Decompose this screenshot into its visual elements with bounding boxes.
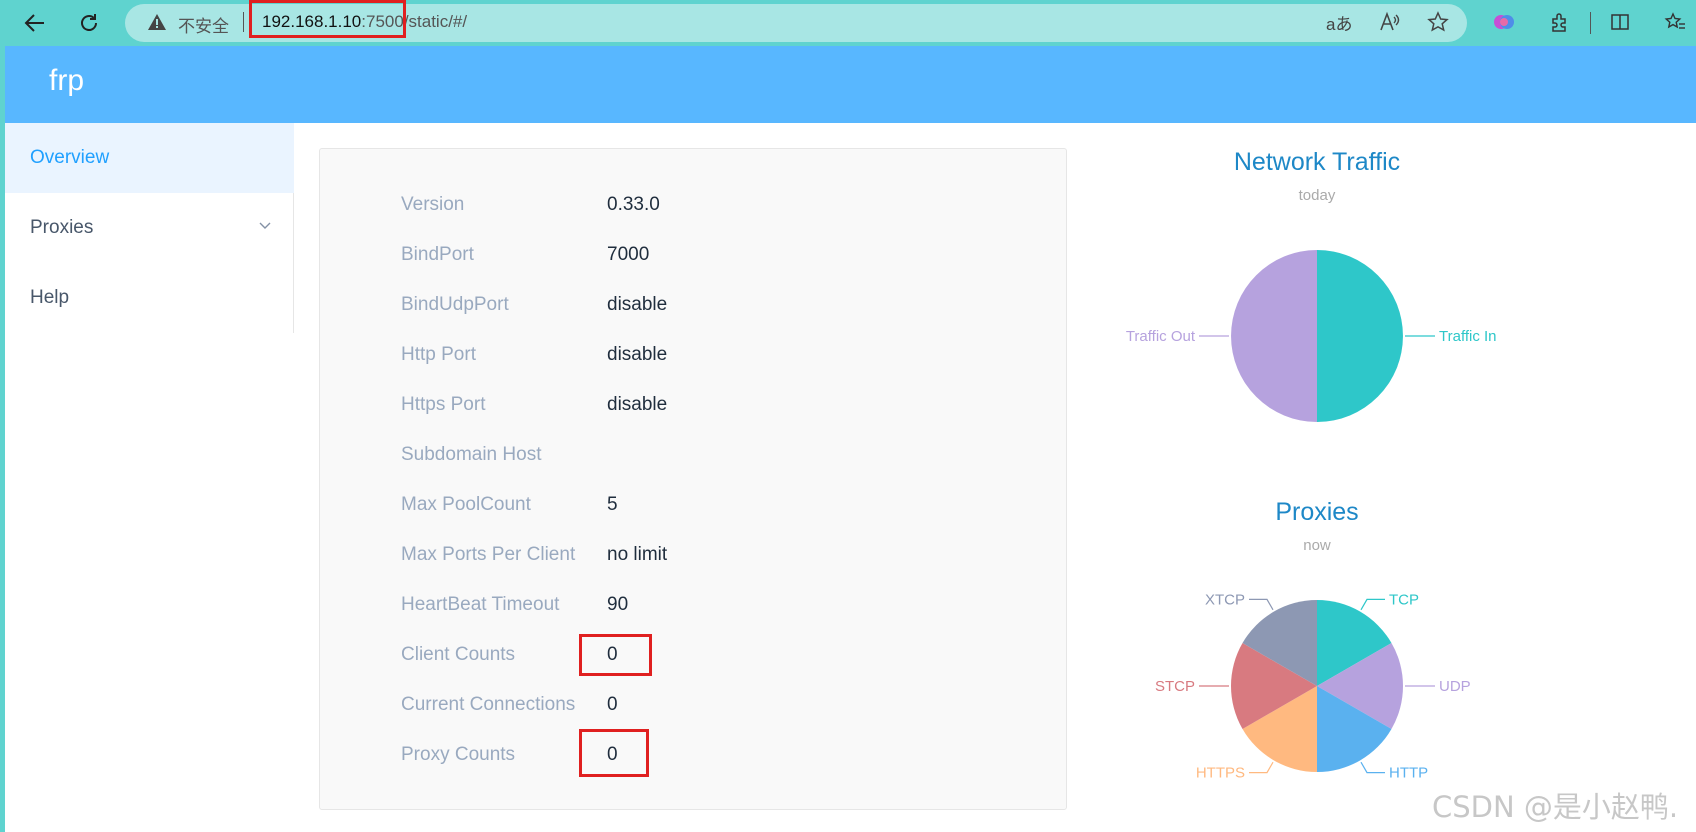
address-divider (243, 12, 244, 32)
info-row-current-connections: Current Connections 0 (320, 694, 1068, 724)
info-label: Current Connections (401, 694, 576, 715)
info-label: Max PoolCount (401, 494, 531, 515)
url-port: :7500 (361, 12, 404, 31)
info-row-client-counts: Client Counts 0 (320, 644, 1068, 674)
warning-icon[interactable] (147, 12, 167, 37)
proxies-chart-title: Proxies (1275, 498, 1359, 526)
sidebar-item-label: Help (30, 287, 70, 308)
favorites-list-icon[interactable] (1662, 9, 1688, 35)
browser-toolbar: 不安全 192.168.1.10:7500/static/#/ aあ (0, 0, 1696, 46)
info-row-http-port: Http Port disable (320, 344, 1068, 374)
pie-label: UDP (1439, 678, 1471, 695)
reload-button[interactable] (72, 6, 106, 40)
sidebar-item-help[interactable]: Help (5, 263, 294, 333)
pie-label: HTTPS (1196, 765, 1245, 782)
info-label: Https Port (401, 394, 486, 415)
app-header: frp (5, 46, 1696, 123)
pie-slice-http[interactable] (1317, 686, 1392, 772)
info-row-subdomain-host: Subdomain Host (320, 444, 1068, 474)
info-label: Max Ports Per Client (401, 544, 576, 565)
pie-label-line (1249, 761, 1274, 774)
sidebar-item-label: Overview (30, 147, 110, 168)
info-row-https-port: Https Port disable (320, 394, 1068, 424)
read-aloud-icon[interactable] (1376, 9, 1402, 35)
info-value: 90 (607, 594, 629, 615)
pie-label: Traffic Out (1126, 328, 1196, 345)
traffic-chart-title: Network Traffic (1233, 148, 1401, 176)
server-info-card: Version 0.33.0 BindPort 7000 BindUdpPort… (319, 148, 1067, 810)
pie-slice-stcp[interactable] (1231, 643, 1317, 729)
network-traffic-pie-chart: Traffic In Traffic Out (1126, 250, 1497, 422)
traffic-chart-subtitle: today (1298, 187, 1336, 204)
info-label: BindPort (401, 244, 474, 265)
pie-label: HTTP (1389, 765, 1428, 782)
extensions-icon[interactable] (1547, 9, 1573, 35)
info-value: 7000 (607, 244, 650, 265)
url-host: 192.168.1.10 (262, 12, 362, 31)
pie-slice-traffic-out[interactable] (1231, 250, 1317, 422)
info-label: Subdomain Host (401, 444, 542, 465)
translate-icon[interactable]: aあ (1326, 15, 1353, 34)
chevron-down-icon (259, 222, 271, 229)
url-text[interactable]: 192.168.1.10:7500/static/#/ (262, 12, 467, 32)
pie-label-line (1360, 598, 1385, 611)
info-label: HeartBeat Timeout (401, 594, 560, 615)
pie-label-line (1249, 598, 1274, 611)
info-value: disable (607, 394, 668, 415)
client-counts-highlight-box (579, 634, 652, 676)
sidebar-item-label: Proxies (30, 217, 94, 238)
sidebar-item-proxies[interactable]: Proxies (5, 193, 294, 263)
app-logo-title[interactable]: frp (49, 64, 85, 97)
pie-label-line (1360, 761, 1385, 774)
sidebar-menu: Overview Proxies Help (5, 123, 294, 333)
pie-label: XTCP (1205, 591, 1245, 608)
info-row-bindport: BindPort 7000 (320, 244, 1068, 274)
back-button[interactable] (18, 6, 52, 40)
insecure-label[interactable]: 不安全 (178, 17, 229, 37)
proxies-chart-subtitle: now (1303, 537, 1331, 554)
info-value: 0.33.0 (607, 194, 660, 215)
info-row-heartbeat-timeout: HeartBeat Timeout 90 (320, 594, 1068, 624)
info-value: 0 (607, 694, 618, 715)
info-label: Http Port (401, 344, 476, 365)
pie-slice-tcp[interactable] (1317, 600, 1392, 686)
url-path: /static/#/ (403, 12, 468, 31)
split-screen-icon[interactable] (1607, 9, 1633, 35)
favorite-star-icon[interactable] (1425, 9, 1451, 35)
pie-slice-udp[interactable] (1317, 643, 1403, 729)
proxy-counts-highlight-box (579, 729, 649, 777)
copilot-brain-icon[interactable] (1491, 9, 1517, 35)
pie-label: Traffic In (1439, 328, 1497, 345)
pie-label: STCP (1155, 678, 1195, 695)
info-row-proxy-counts: Proxy Counts 0 (320, 744, 1068, 774)
info-value: 5 (607, 494, 618, 515)
info-row-max-ports-per-client: Max Ports Per Client no limit (320, 544, 1068, 574)
info-label: Version (401, 194, 465, 215)
info-label: BindUdpPort (401, 294, 509, 315)
info-value: disable (607, 294, 668, 315)
pie-slice-traffic-in[interactable] (1317, 250, 1403, 422)
info-label: Client Counts (401, 644, 516, 665)
pie-label: TCP (1389, 591, 1419, 608)
info-value: no limit (607, 544, 668, 565)
reload-icon (81, 14, 97, 31)
info-row-max-poolcount: Max PoolCount 5 (320, 494, 1068, 524)
pie-slice-xtcp[interactable] (1242, 600, 1317, 686)
info-row-bindudpport: BindUdpPort disable (320, 294, 1068, 324)
window-frame-edge (0, 46, 5, 832)
proxies-pie-chart: TCP UDP HTTP HTTPS STCP XTCP (1155, 591, 1471, 782)
info-value: disable (607, 344, 668, 365)
back-arrow-icon (24, 14, 44, 32)
csdn-watermark: CSDN @是小赵鸭. (1432, 790, 1679, 824)
info-label: Proxy Counts (401, 744, 516, 765)
pie-slice-https[interactable] (1242, 686, 1317, 772)
info-row-version: Version 0.33.0 (320, 194, 1068, 224)
info-value: 0 (607, 644, 618, 665)
info-value: 0 (607, 744, 618, 765)
sidebar-item-overview[interactable]: Overview (5, 123, 294, 193)
toolbar-divider (1590, 12, 1591, 34)
url-highlight-box (249, 0, 406, 38)
